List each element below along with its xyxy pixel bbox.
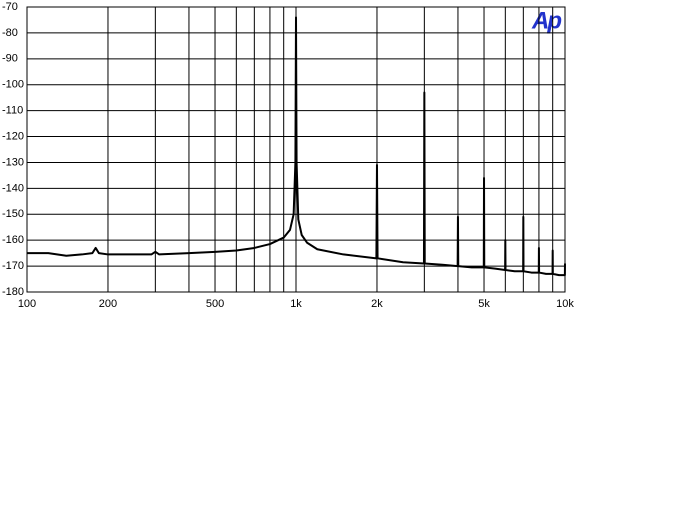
y-tick-label: -130 [2, 156, 24, 168]
spectrum-line [27, 16, 566, 277]
y-tick-label: -170 [2, 260, 24, 272]
plot-frame [26, 6, 566, 293]
x-tick-label: 200 [99, 298, 117, 310]
y-tick-label: -150 [2, 208, 24, 220]
y-tick-label: -100 [2, 79, 24, 91]
y-tick-label: -120 [2, 130, 24, 142]
logo: Ap [531, 7, 561, 34]
y-tick-label: -110 [2, 105, 23, 117]
x-tick-label: 100 [18, 298, 36, 310]
y-tick-label: -180 [2, 286, 24, 298]
x-tick-label: 2k [371, 298, 383, 310]
x-tick-label: 500 [206, 298, 224, 310]
x-tick-label: 10k [556, 298, 574, 310]
x-tick-label: 5k [478, 298, 490, 310]
y-tick-label: -160 [2, 234, 24, 246]
y-tick-label: -140 [2, 182, 24, 194]
y-tick-label: -90 [2, 53, 18, 65]
x-tick-label: 1k [290, 298, 302, 310]
y-tick-label: -80 [2, 27, 18, 39]
y-tick-label: -70 [2, 1, 18, 13]
